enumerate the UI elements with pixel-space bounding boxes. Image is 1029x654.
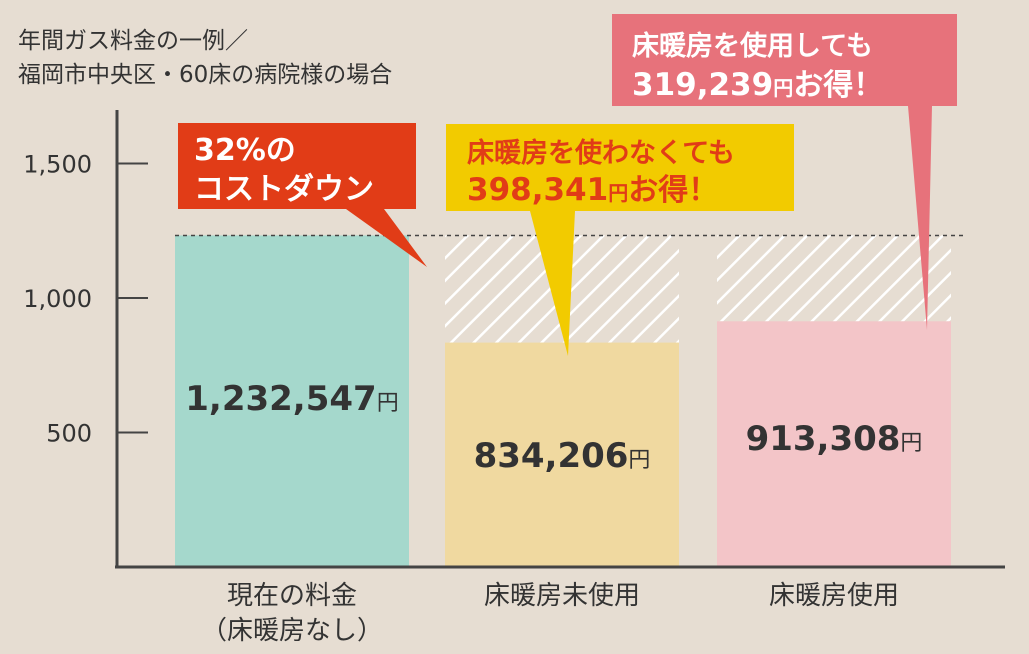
with-heating-callout: 床暖房を使用しても 319,239円お得！ [612, 14, 957, 330]
bar-value-unit: 円 [377, 391, 399, 416]
x-category-label: 現在の料金 [227, 581, 357, 611]
x-category-label: 床暖房未使用 [484, 581, 640, 611]
y-tick-label: 1,000 [23, 285, 92, 313]
no-heating-unit: 円 [608, 181, 628, 205]
cost-down-line1: 32%の [194, 133, 296, 168]
with-heating-box [612, 14, 957, 330]
y-tick-label: 500 [46, 420, 92, 448]
no-heating-line2: 398,341円お得！ [467, 172, 718, 208]
no-heating-callout: 床暖房を使わなくても 398,341円お得！ [446, 124, 794, 356]
x-category-label: （床暖房なし） [201, 616, 383, 646]
chart-subtitle: 福岡市中央区・60床の病院様の場合 [18, 62, 392, 88]
bar-value-label: 1,232,547円 [185, 379, 398, 419]
bar [717, 321, 951, 567]
with-heating-line2: 319,239円お得！ [632, 67, 883, 103]
with-heating-suffix: お得！ [793, 68, 883, 103]
chart-title: 年間ガス料金の一例／ [18, 28, 248, 54]
x-category-label: 床暖房使用 [769, 581, 899, 611]
bar-value: 1,232,547 [185, 379, 376, 419]
bar-value-unit: 円 [900, 431, 922, 456]
bar [175, 235, 409, 567]
with-heating-amount: 319,239 [632, 67, 773, 103]
cost-down-box [178, 123, 427, 267]
no-heating-box [446, 124, 794, 356]
with-heating-line1: 床暖房を使用しても [632, 30, 873, 62]
with-heating-unit: 円 [773, 76, 793, 100]
bar-value-label: 913,308円 [746, 419, 923, 459]
no-heating-amount: 398,341 [467, 172, 608, 208]
y-tick-label: 1,500 [23, 151, 92, 179]
bar-value: 834,206 [474, 436, 629, 476]
no-heating-suffix: お得！ [628, 173, 718, 208]
bar-value-label: 834,206円 [474, 436, 651, 476]
no-heating-line1: 床暖房を使わなくても [467, 137, 735, 169]
cost-down-callout: 32%の コストダウン [178, 123, 427, 267]
bar-value-unit: 円 [628, 448, 650, 473]
bar [445, 342, 679, 567]
savings-hatch [717, 235, 951, 322]
bar-value: 913,308 [746, 419, 901, 459]
cost-down-line2: コストダウン [194, 172, 374, 207]
